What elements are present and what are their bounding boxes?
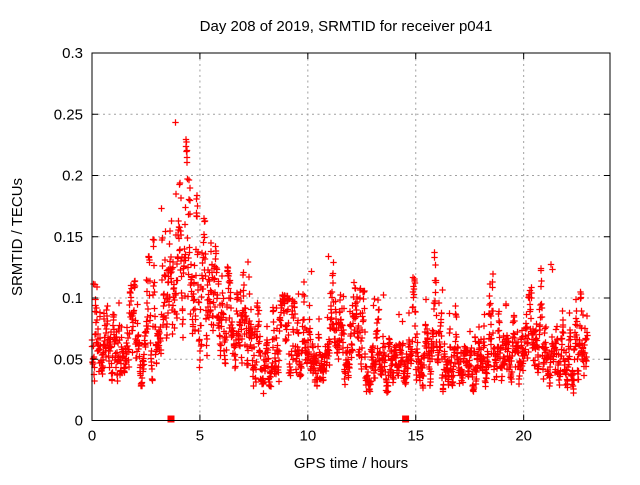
y-tick-label: 0.2 [62,168,83,185]
y-axis-label: SRMTID / TECUs [9,178,26,296]
axis-tick-labels: 0 5 10 15 20 0 0.05 0.1 0.15 0.2 0.25 0.3 [54,45,532,445]
x-tick-label: 10 [299,428,316,445]
event-square-marker [402,415,410,423]
y-tick-label: 0.1 [62,290,83,307]
y-tick-label: 0.15 [54,229,83,246]
scatter-points-plus-markers [88,119,591,397]
y-tick-label: 0.3 [62,45,83,62]
y-tick-label: 0.05 [54,351,83,368]
event-square-marker [167,415,175,423]
x-tick-label: 5 [196,428,204,445]
x-axis-label: GPS time / hours [294,455,408,472]
event-markers [167,415,410,423]
x-tick-label: 0 [88,428,96,445]
chart-title: Day 208 of 2019, SRMTID for receiver p04… [200,18,493,35]
x-tick-label: 15 [407,428,424,445]
x-tick-label: 20 [515,428,532,445]
data-points [88,119,591,397]
axis-ticks [91,52,610,421]
y-tick-label: 0.25 [54,106,83,123]
y-tick-label: 0 [75,413,83,430]
